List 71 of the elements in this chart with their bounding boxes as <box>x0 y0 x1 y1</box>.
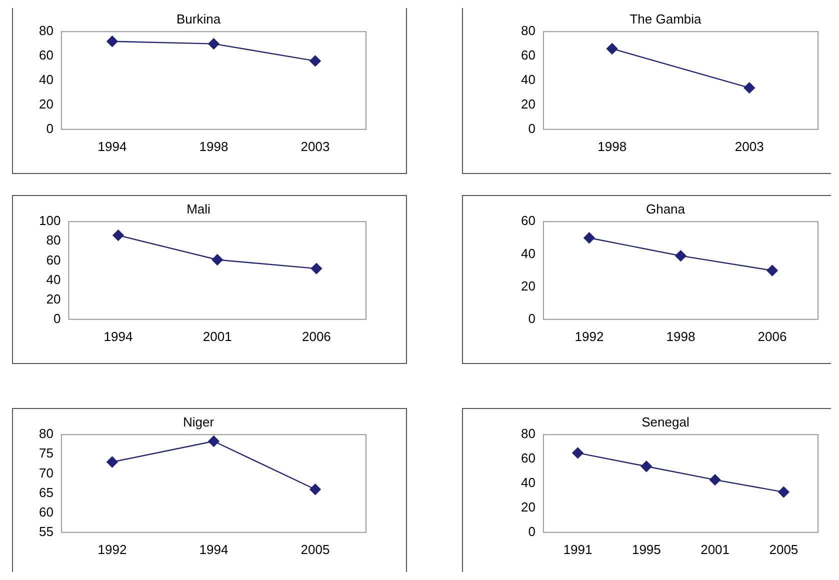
point <box>640 460 652 472</box>
point <box>208 436 220 447</box>
point <box>112 230 124 241</box>
y-tick-label: 20 <box>520 278 536 294</box>
y-tick-label: 80 <box>520 426 536 442</box>
point <box>208 38 220 50</box>
x-tick-label: 1998 <box>199 138 228 154</box>
y-tick-label: 0 <box>528 120 536 136</box>
point <box>584 232 595 244</box>
y-tick-label: 80 <box>38 426 54 442</box>
x-tick-label: 2003 <box>300 138 330 154</box>
y-tick-label: 40 <box>520 72 536 88</box>
x-tick-label: 1992 <box>98 542 127 557</box>
y-tick-label: 20 <box>520 500 536 515</box>
x-tick-label: 1994 <box>104 328 133 344</box>
point <box>106 456 118 468</box>
point <box>310 484 321 495</box>
y-tick-label: 100 <box>38 213 61 228</box>
point <box>106 36 118 47</box>
y-tick-label: 60 <box>38 48 54 63</box>
y-tick-label: 60 <box>520 213 536 228</box>
chart-title: Burkina <box>176 11 222 26</box>
x-tick-label: 1995 <box>632 542 661 557</box>
chart-title: Senegal <box>642 414 690 430</box>
y-tick-label: 70 <box>38 465 54 480</box>
chart-title: Niger <box>182 414 215 430</box>
x-tick-label: 2003 <box>734 138 764 154</box>
point <box>310 55 321 67</box>
x-tick-label: 2006 <box>302 328 331 344</box>
x-tick-label: 2005 <box>769 542 798 557</box>
y-tick-label: 0 <box>53 310 61 326</box>
y-tick-label: 55 <box>38 524 54 539</box>
y-tick-label: 40 <box>46 272 61 287</box>
y-tick-label: 20 <box>38 96 54 112</box>
x-tick-label: 1998 <box>598 138 627 154</box>
point <box>212 254 223 266</box>
x-tick-label: 2006 <box>758 328 787 344</box>
x-tick-label: 2001 <box>202 328 232 344</box>
point <box>778 486 790 498</box>
y-tick-label: 20 <box>520 96 536 112</box>
x-tick-label: 2001 <box>700 542 730 557</box>
y-tick-label: 65 <box>38 484 54 500</box>
y-tick-label: 60 <box>520 48 536 63</box>
point <box>572 447 584 459</box>
point <box>766 264 778 276</box>
x-tick-label: 1994 <box>98 138 127 154</box>
chart-title: Mali <box>186 201 211 216</box>
y-tick-label: 20 <box>46 291 61 306</box>
x-tick-label: 1991 <box>563 542 592 557</box>
y-tick-label: 0 <box>528 524 536 539</box>
y-tick-label: 60 <box>46 252 61 268</box>
point <box>709 474 721 486</box>
x-tick-label: 2005 <box>300 542 330 557</box>
y-tick-label: 80 <box>46 232 61 248</box>
y-tick-label: 0 <box>528 310 536 326</box>
y-tick-label: 40 <box>520 246 536 261</box>
point <box>310 262 322 274</box>
y-tick-label: 80 <box>38 23 54 38</box>
chart-title: The Gambia <box>630 11 702 26</box>
x-tick-label: 1992 <box>574 328 604 344</box>
y-tick-label: 60 <box>520 450 536 466</box>
y-tick-label: 60 <box>38 504 54 520</box>
x-tick-label: 1994 <box>199 542 228 557</box>
y-tick-label: 75 <box>38 446 54 461</box>
x-tick-label: 1998 <box>666 328 696 344</box>
point <box>675 250 686 262</box>
y-tick-label: 0 <box>46 120 54 136</box>
y-tick-label: 40 <box>520 475 536 490</box>
y-tick-label: 40 <box>38 72 54 88</box>
chart-title: Ghana <box>646 201 686 216</box>
y-tick-label: 80 <box>520 23 536 38</box>
